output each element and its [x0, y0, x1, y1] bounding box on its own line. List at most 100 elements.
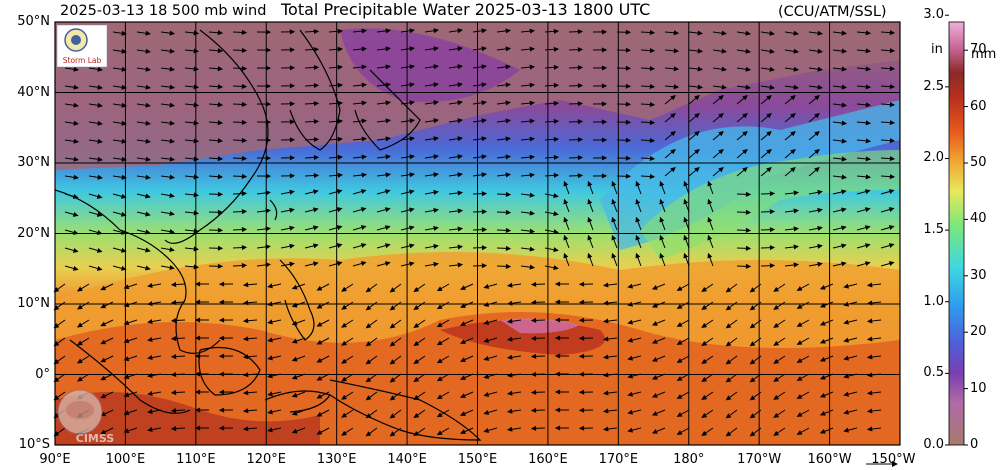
wind-arrow — [328, 82, 344, 88]
wind-arrow — [832, 66, 848, 72]
wind-arrow — [184, 174, 200, 180]
wind-arrow — [832, 102, 848, 108]
wind-arrow — [530, 353, 546, 359]
wind-arrow — [376, 136, 392, 142]
wind-arrow — [701, 319, 714, 328]
wind-arrow — [267, 373, 282, 379]
wind-arrow — [683, 234, 690, 249]
wind-arrow — [563, 234, 570, 249]
wind-arrow — [123, 319, 138, 326]
wind-arrow — [712, 148, 724, 159]
wind-arrow — [280, 189, 295, 195]
wind-arrow — [602, 390, 618, 396]
wind-arrow — [232, 245, 248, 251]
wind-arrow — [843, 283, 858, 289]
wind-arrow — [136, 102, 152, 108]
wind-arrow — [291, 373, 306, 380]
wind-arrow — [496, 227, 512, 233]
wind-arrow — [544, 46, 560, 52]
wind-arrow — [676, 391, 690, 399]
wind-arrow — [520, 228, 536, 234]
wind-arrow — [316, 355, 330, 363]
wind-arrow — [880, 102, 896, 108]
wind-arrow — [880, 30, 896, 36]
wind-arrow — [341, 319, 354, 328]
wind-arrow — [627, 301, 642, 307]
wind-arrow — [602, 426, 618, 432]
wind-arrow — [676, 319, 690, 327]
wind-arrow — [218, 407, 234, 413]
wind-arrow — [184, 156, 200, 162]
wind-arrow — [856, 48, 872, 54]
wind-arrow — [280, 207, 295, 213]
colorbar-mm-label: 20 — [970, 324, 987, 340]
wind-arrow — [611, 216, 618, 231]
wind-arrow — [773, 355, 786, 364]
wind-arrow — [506, 390, 522, 396]
wind-arrow — [635, 234, 642, 249]
wind-arrow — [496, 263, 512, 269]
wind-arrow — [436, 301, 450, 310]
wind-arrow — [602, 300, 618, 306]
wind-arrow — [784, 94, 796, 105]
colorbar-in-label: 0.5 — [923, 365, 944, 381]
wind-arrow — [659, 234, 666, 249]
wind-arrow — [530, 371, 546, 377]
latitude-label: 20°N — [17, 225, 50, 241]
wind-arrow — [627, 427, 642, 433]
wind-arrow — [170, 426, 186, 432]
wind-arrow — [304, 118, 320, 125]
wind-arrow — [304, 207, 319, 213]
wind-arrow — [688, 66, 704, 72]
wind-arrow — [664, 166, 676, 177]
wind-arrow — [736, 263, 752, 269]
wind-arrow — [496, 100, 512, 106]
wind-arrow — [267, 301, 282, 307]
wind-arrow — [880, 243, 895, 249]
wind-arrow — [736, 148, 748, 159]
wind-arrow — [267, 283, 282, 289]
wind-arrow — [376, 189, 391, 195]
wind-arrow — [880, 138, 896, 144]
wind-arrow — [725, 283, 738, 293]
wind-arrow — [616, 29, 632, 35]
wind-arrow — [784, 166, 796, 177]
wind-arrow — [376, 154, 392, 160]
wind-arrow — [242, 354, 258, 360]
wind-arrow — [400, 136, 416, 142]
wind-arrow — [160, 120, 176, 126]
wind-arrow — [376, 118, 392, 124]
wind-arrow — [725, 409, 738, 419]
wind-arrow — [208, 138, 224, 144]
wind-arrow — [856, 102, 872, 108]
wind-arrow — [304, 82, 320, 89]
wind-arrow — [147, 391, 162, 397]
wind-arrow — [184, 192, 200, 198]
wind-arrow — [749, 337, 762, 347]
wind-arrow — [808, 166, 820, 177]
wind-arrow — [701, 283, 714, 292]
wind-arrow — [784, 30, 799, 36]
wind-arrow — [424, 154, 439, 160]
wind-arrow — [635, 252, 642, 267]
wind-arrow — [194, 371, 210, 377]
wind-arrow — [496, 191, 512, 197]
wind-arrow — [64, 211, 79, 217]
wind-arrow — [520, 100, 536, 106]
wind-arrow — [880, 225, 895, 231]
wind-arrow — [496, 136, 512, 142]
wind-arrow — [184, 120, 200, 126]
wind-arrow — [218, 389, 234, 395]
wind-arrow — [365, 373, 378, 383]
wind-arrow — [400, 189, 415, 195]
wind-arrow — [866, 282, 882, 288]
cimss-logo: CIMSS — [57, 389, 114, 445]
wind-arrow — [832, 48, 848, 54]
wind-arrow — [376, 46, 392, 52]
wind-arrow — [856, 156, 872, 162]
wind-arrow — [389, 283, 402, 293]
wind-arrow — [112, 120, 127, 126]
wind-arrow — [136, 211, 151, 217]
wind-arrow — [400, 207, 415, 213]
wind-arrow — [88, 174, 103, 180]
